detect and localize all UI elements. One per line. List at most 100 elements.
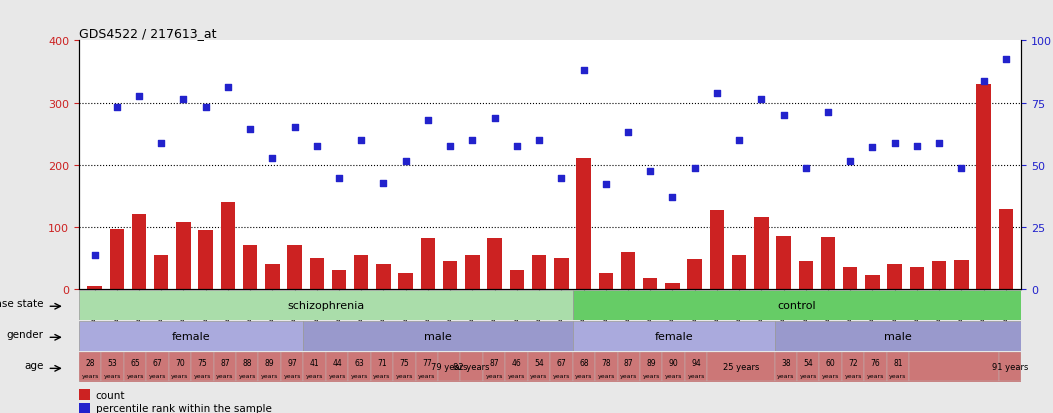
Point: [887, 140, 903, 147]
Text: 91 years: 91 years: [992, 363, 1029, 371]
Text: years: years: [845, 373, 861, 378]
Text: 97: 97: [287, 358, 297, 367]
Bar: [421, 238, 435, 289]
Point: [931, 140, 948, 147]
Bar: [621, 252, 635, 289]
Bar: [888, 264, 902, 289]
Text: years: years: [575, 373, 593, 378]
Text: 76: 76: [871, 358, 880, 367]
Text: female: female: [654, 331, 693, 341]
Text: years: years: [305, 373, 323, 378]
Bar: [354, 255, 369, 289]
Bar: [684, 352, 708, 382]
Text: 25 years: 25 years: [722, 363, 759, 371]
Text: years: years: [261, 373, 278, 378]
Text: years: years: [239, 373, 256, 378]
Point: [309, 143, 325, 150]
Text: 87: 87: [490, 358, 499, 367]
Point: [997, 57, 1014, 63]
Bar: [708, 352, 775, 382]
Text: 75: 75: [399, 358, 410, 367]
Text: years: years: [867, 373, 885, 378]
Text: 60: 60: [826, 358, 835, 367]
Bar: [236, 352, 258, 382]
Bar: [101, 352, 124, 382]
Bar: [843, 268, 857, 289]
Point: [597, 182, 614, 188]
Bar: [483, 352, 505, 382]
Bar: [214, 352, 236, 382]
Text: 54: 54: [534, 358, 543, 367]
Text: male: male: [424, 331, 452, 341]
Bar: [132, 215, 146, 289]
Bar: [932, 261, 947, 289]
Bar: [349, 352, 371, 382]
Point: [197, 105, 214, 112]
Point: [486, 116, 503, 122]
Text: years: years: [777, 373, 795, 378]
Text: 28: 28: [85, 358, 95, 367]
Bar: [221, 202, 235, 289]
Point: [153, 140, 170, 147]
Text: 67: 67: [557, 358, 567, 367]
Bar: [573, 321, 775, 351]
Bar: [910, 268, 925, 289]
Bar: [443, 261, 457, 289]
Point: [731, 137, 748, 144]
Point: [419, 117, 436, 124]
Bar: [798, 261, 813, 289]
Bar: [554, 258, 569, 289]
Bar: [976, 85, 991, 289]
Bar: [192, 352, 214, 382]
Point: [709, 91, 726, 97]
Point: [797, 165, 814, 172]
Point: [219, 85, 236, 91]
Point: [108, 104, 125, 111]
Bar: [754, 218, 769, 289]
Bar: [732, 255, 747, 289]
Text: years: years: [642, 373, 660, 378]
Point: [331, 176, 347, 182]
Bar: [488, 238, 502, 289]
Bar: [909, 352, 999, 382]
Bar: [198, 230, 213, 289]
Point: [641, 168, 658, 175]
Text: years: years: [531, 373, 548, 378]
Point: [131, 94, 147, 100]
Bar: [954, 260, 969, 289]
Point: [865, 145, 881, 151]
Bar: [325, 352, 349, 382]
Bar: [332, 271, 346, 289]
Bar: [154, 255, 168, 289]
Text: 63: 63: [355, 358, 364, 367]
Text: age: age: [24, 361, 43, 370]
Text: 81: 81: [893, 358, 902, 367]
Text: 77: 77: [422, 358, 432, 367]
Bar: [393, 352, 416, 382]
Text: years: years: [104, 373, 121, 378]
Bar: [866, 275, 879, 289]
Bar: [643, 278, 657, 289]
Bar: [371, 352, 393, 382]
Text: percentile rank within the sample: percentile rank within the sample: [96, 403, 272, 413]
Text: years: years: [81, 373, 99, 378]
Point: [909, 143, 926, 150]
Point: [397, 159, 414, 166]
Bar: [303, 352, 325, 382]
Text: years: years: [283, 373, 301, 378]
Bar: [438, 352, 460, 382]
Point: [687, 165, 703, 172]
Text: 87: 87: [220, 358, 230, 367]
Bar: [310, 258, 324, 289]
Text: 46: 46: [512, 358, 521, 367]
Bar: [776, 236, 791, 289]
Bar: [998, 210, 1013, 289]
Bar: [79, 290, 573, 320]
Point: [264, 156, 281, 162]
Bar: [460, 352, 483, 382]
Text: years: years: [508, 373, 525, 378]
Text: 79 years: 79 years: [431, 363, 468, 371]
Bar: [168, 352, 192, 382]
Bar: [842, 352, 865, 382]
Bar: [398, 274, 413, 289]
